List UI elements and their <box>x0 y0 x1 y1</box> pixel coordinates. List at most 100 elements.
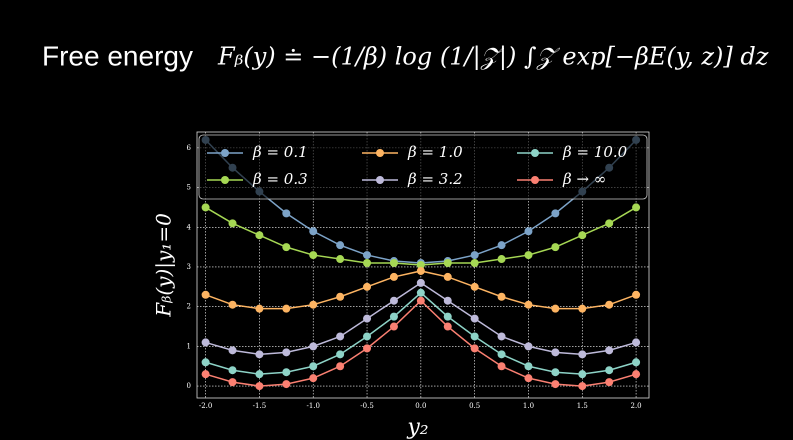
y-tick-label: 5 <box>187 184 191 192</box>
data-point <box>470 344 479 353</box>
data-point <box>551 209 560 218</box>
data-point <box>309 251 318 260</box>
plot-frame <box>196 131 650 399</box>
data-point <box>416 266 425 275</box>
legend-marker <box>221 149 229 157</box>
data-point <box>228 300 237 309</box>
data-point <box>497 292 506 301</box>
data-point <box>389 312 398 321</box>
data-point <box>416 261 425 269</box>
data-point <box>336 350 345 359</box>
data-point <box>497 332 506 341</box>
data-point <box>524 374 533 383</box>
legend-marker <box>376 149 384 157</box>
y-tick-label: 1 <box>187 342 191 350</box>
data-point <box>255 231 264 240</box>
x-tick-label: 1.5 <box>577 402 588 410</box>
data-point <box>578 231 587 240</box>
data-point <box>282 348 291 357</box>
data-point <box>228 219 237 228</box>
data-point <box>443 259 452 268</box>
data-point <box>282 209 291 218</box>
data-point <box>201 290 210 299</box>
data-point <box>416 296 425 305</box>
data-point <box>578 370 587 379</box>
data-point <box>605 300 614 309</box>
data-point <box>201 370 210 379</box>
slide-title: Free energy <box>42 40 193 71</box>
data-point <box>282 304 291 313</box>
legend-label: β = 0.1 <box>252 143 308 161</box>
data-point <box>363 332 372 341</box>
legend-label: β = 0.3 <box>252 170 308 188</box>
data-point <box>632 358 641 367</box>
data-point <box>363 344 372 353</box>
data-point <box>632 338 641 347</box>
data-point <box>201 338 210 347</box>
data-point <box>363 251 372 260</box>
data-point <box>524 227 533 236</box>
data-point <box>524 342 533 351</box>
legend-marker <box>531 176 539 184</box>
x-axis-label: y₂ <box>406 415 428 440</box>
data-point <box>470 259 479 268</box>
data-point <box>470 251 479 260</box>
data-point <box>282 380 291 389</box>
data-point <box>416 288 425 297</box>
data-point <box>497 241 506 250</box>
data-point <box>443 312 452 321</box>
data-point <box>632 370 641 379</box>
data-point <box>605 346 614 355</box>
data-point <box>309 227 318 236</box>
data-point <box>605 378 614 387</box>
data-point <box>578 350 587 359</box>
y-tick-label: 3 <box>187 263 191 271</box>
y-tick-label: 6 <box>187 144 192 152</box>
data-point <box>255 350 264 359</box>
data-point <box>443 272 452 281</box>
data-point <box>578 304 587 313</box>
data-point <box>363 282 372 291</box>
legend-marker <box>376 176 384 184</box>
data-point <box>578 382 587 391</box>
data-point <box>551 304 560 313</box>
data-point <box>201 203 210 212</box>
x-tick-label: 2.0 <box>631 402 642 410</box>
x-tick-label: -1.0 <box>306 402 320 410</box>
data-point <box>551 380 560 389</box>
y-tick-label: 0 <box>187 382 191 390</box>
data-point <box>336 362 345 371</box>
data-point <box>551 348 560 357</box>
data-point <box>443 296 452 305</box>
data-point <box>336 255 345 264</box>
data-point <box>336 292 345 301</box>
data-point <box>605 366 614 375</box>
data-point <box>255 382 264 391</box>
data-point <box>282 368 291 377</box>
data-point <box>470 314 479 323</box>
y-tick-label: 2 <box>187 303 191 311</box>
data-point <box>443 322 452 331</box>
data-point <box>389 272 398 281</box>
y-axis-label: Fᵦ(y)|y₁=0 <box>152 213 177 318</box>
data-point <box>389 322 398 331</box>
x-tick-label: 1.0 <box>523 402 534 410</box>
legend-label: β = 3.2 <box>407 170 463 188</box>
x-tick-label: -0.5 <box>360 402 374 410</box>
data-point <box>309 374 318 383</box>
data-point <box>228 378 237 387</box>
data-point <box>228 346 237 355</box>
data-point <box>524 362 533 371</box>
data-point <box>497 255 506 264</box>
legend-marker <box>531 149 539 157</box>
data-point <box>551 368 560 377</box>
data-point <box>255 370 264 379</box>
legend-label: β = 10.0 <box>562 143 628 161</box>
x-tick-label: -1.5 <box>253 402 267 410</box>
legend-marker <box>221 176 229 184</box>
data-point <box>309 300 318 309</box>
formula: Fᵦ(y) ≐ −(1/β) log (1/|𝒵|) ∫𝒵 exp[−βE(y,… <box>217 43 769 72</box>
x-tick-label: 0.5 <box>469 402 480 410</box>
data-point <box>363 259 372 268</box>
data-point <box>389 259 398 268</box>
